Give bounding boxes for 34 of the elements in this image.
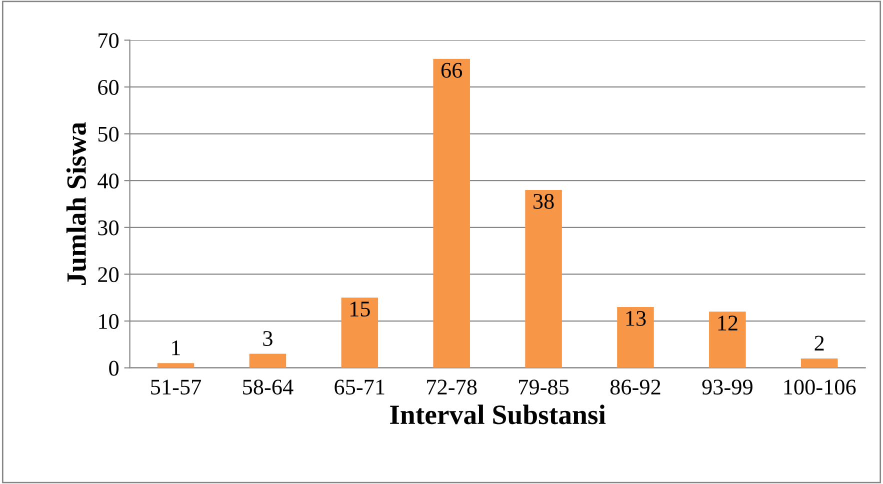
bar [249,354,286,368]
y-tick-label: 70 [98,33,119,48]
y-tick-label: 0 [109,360,119,376]
y-tick-label: 20 [98,267,119,282]
y-axis-title: Jumlah Siswa [66,122,86,285]
bar [341,298,378,368]
bar [157,363,194,368]
data-label: 15 [350,302,370,317]
y-tick-label: 60 [98,80,119,95]
data-label: 12 [718,316,738,330]
bar [433,58,470,368]
x-tick-label: 100-106 [784,380,856,395]
data-label: 3 [263,331,272,346]
x-tick-label: 65-71 [334,380,384,395]
data-label: 1 [172,340,180,356]
x-tick-label: 58-64 [243,380,294,395]
data-label: 66 [441,62,462,78]
bar [525,190,562,368]
x-axis-title: Interval Substansi [390,404,606,424]
bar [617,306,654,368]
data-label: 13 [626,310,646,326]
y-tick-label: 40 [98,174,119,189]
bar [709,312,746,368]
x-tick-label: 51-57 [151,380,202,395]
x-tick-label: 86-92 [610,380,660,395]
x-tick-label: 93-99 [702,380,752,395]
data-label: 38 [533,194,554,209]
data-label: 2 [814,336,824,350]
y-tick-label: 10 [99,314,119,329]
x-tick-label: 79-85 [519,380,569,395]
x-tick-label: 72-78 [427,380,477,395]
y-tick-label: 50 [98,126,119,142]
y-tick-label: 30 [98,220,119,236]
bar [800,358,838,368]
